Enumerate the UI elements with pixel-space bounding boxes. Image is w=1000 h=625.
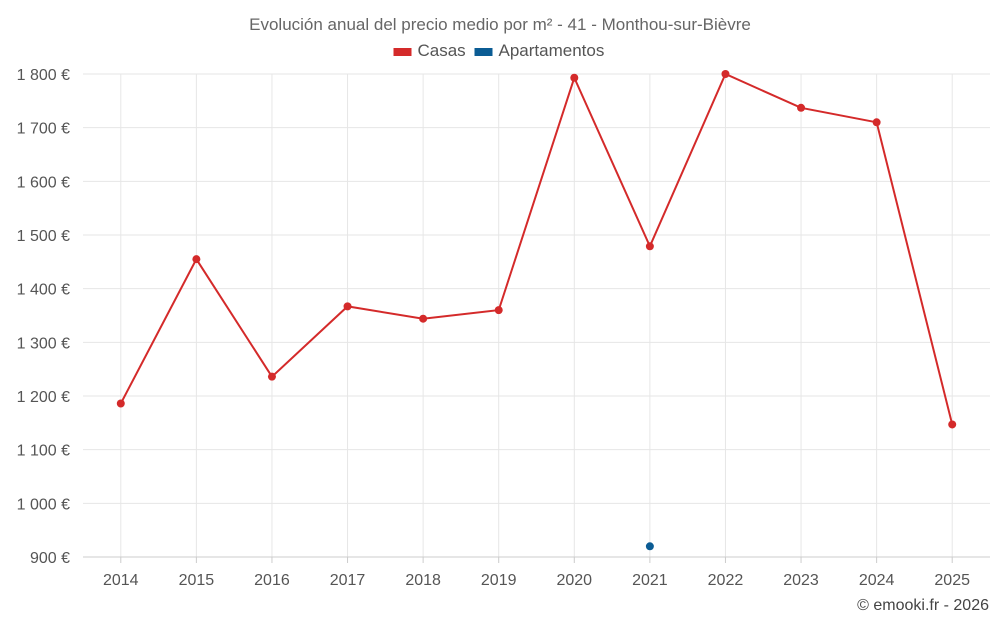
series-line-casas xyxy=(119,72,954,425)
x-tick-label: 2015 xyxy=(179,572,215,589)
x-tick-label: 2021 xyxy=(632,572,668,589)
y-tick-label: 1 000 € xyxy=(17,496,70,513)
data-point-casas[interactable] xyxy=(419,314,428,323)
y-tick-label: 1 400 € xyxy=(17,282,70,299)
data-point-casas[interactable] xyxy=(192,255,201,264)
x-tick-label: 2017 xyxy=(330,572,366,589)
series xyxy=(116,70,957,551)
data-point-casas[interactable] xyxy=(721,70,730,78)
data-point-casas[interactable] xyxy=(267,372,276,381)
x-tick-label: 2019 xyxy=(481,572,517,589)
legend-swatch-casas xyxy=(393,48,412,56)
legend-label-casas[interactable]: Casas xyxy=(418,41,466,60)
legend-label-apartamentos[interactable]: Apartamentos xyxy=(499,41,605,60)
y-tick-label: 900 € xyxy=(30,550,70,567)
data-point-casas[interactable] xyxy=(645,242,654,251)
y-tick-label: 1 100 € xyxy=(17,443,70,460)
grid-lines xyxy=(83,73,990,558)
data-point-casas[interactable] xyxy=(948,420,957,429)
data-point-casas[interactable] xyxy=(797,103,806,112)
data-point-casas[interactable] xyxy=(343,302,352,311)
data-point-apartamentos[interactable] xyxy=(645,542,654,551)
x-tick-label: 2022 xyxy=(708,572,744,589)
y-tick-label: 1 800 € xyxy=(17,67,70,84)
x-tick-label: 2024 xyxy=(859,572,895,589)
x-tick-label: 2018 xyxy=(405,572,441,589)
x-tick-label: 2014 xyxy=(103,572,139,589)
credit-text: © emooki.fr - 2026 xyxy=(857,597,989,614)
data-point-casas[interactable] xyxy=(570,73,579,82)
data-point-casas[interactable] xyxy=(116,399,125,408)
y-tick-label: 1 200 € xyxy=(17,389,70,406)
x-tick-label: 2020 xyxy=(556,572,592,589)
legend-swatch-apartamentos xyxy=(474,48,493,56)
legend: Casas Apartamentos xyxy=(393,41,605,60)
chart-title: Evolución anual del precio medio por m² … xyxy=(249,15,751,34)
x-tick-label: 2025 xyxy=(934,572,970,589)
data-point-casas[interactable] xyxy=(872,118,881,127)
x-tick-label: 2016 xyxy=(254,572,290,589)
data-point-casas[interactable] xyxy=(494,306,503,315)
y-tick-label: 1 600 € xyxy=(17,174,70,191)
y-tick-label: 1 300 € xyxy=(17,335,70,352)
axes: 900 € 1 000 € 1 100 € 1 200 € 1 300 € 1 400 €… xyxy=(17,67,990,589)
x-tick-label: 2023 xyxy=(783,572,819,589)
y-tick-label: 1 700 € xyxy=(17,121,70,138)
y-tick-label: 1 500 € xyxy=(17,228,70,245)
